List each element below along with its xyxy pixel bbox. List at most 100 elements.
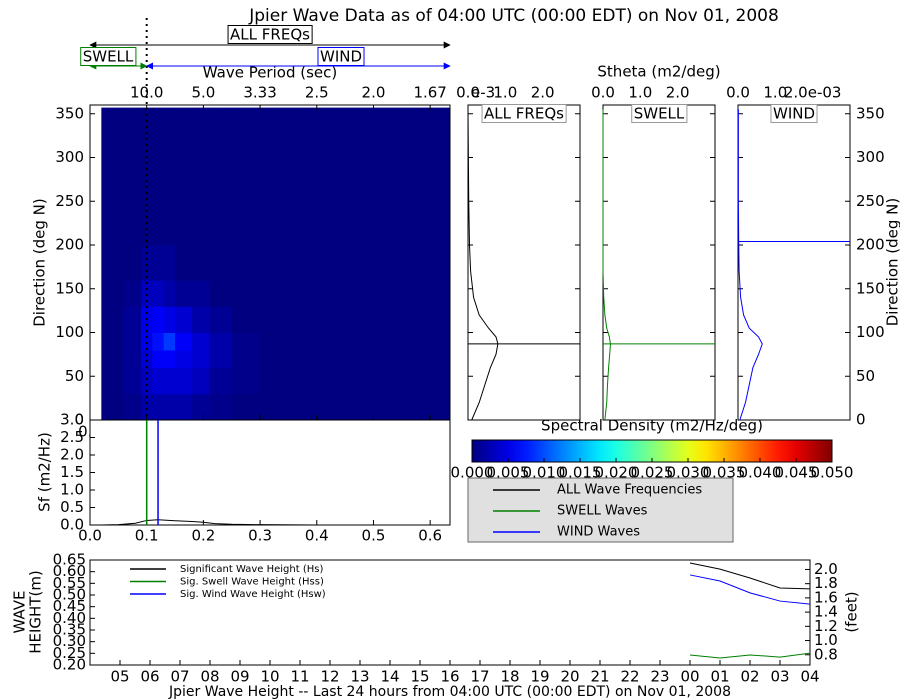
x-tick-label: 13 [350, 668, 369, 686]
y-tick-label: 100 [55, 323, 84, 341]
series-line [689, 562, 811, 590]
colorbar-tick-label: 0.015 [559, 464, 602, 482]
series-line [689, 652, 811, 659]
heatmap-cell [260, 350, 451, 368]
heatmap-cell [101, 350, 125, 368]
heatmap-cell [260, 107, 451, 246]
heatmap-cell [175, 332, 193, 351]
x-tick-label: 23 [650, 668, 669, 686]
x-tick-label: 1.0 [493, 84, 517, 102]
top-x-tick-label: 10.0 [130, 84, 163, 102]
offset-text: e-3 [471, 84, 495, 102]
y2-tick-label: 1.6 [814, 588, 838, 606]
x-tick-label: 1.0 [763, 84, 787, 102]
y-axis-label: Sf (m2/Hz) [36, 432, 54, 512]
heatmap-cell [152, 393, 165, 421]
heatmap-cell [141, 350, 153, 368]
heatmap-cell [141, 367, 153, 395]
x-tick-label: 05 [110, 668, 129, 686]
panel-title-box [481, 104, 567, 123]
heatmap-cell [124, 280, 142, 307]
heatmap-cell [124, 107, 142, 246]
y-axis-label: WAVE [11, 590, 29, 633]
colorbar-tick-label: 0.035 [703, 464, 746, 482]
y-tick-label: 0 [856, 411, 866, 429]
heatmap-cell [260, 306, 451, 333]
x-tick-label: 06 [140, 668, 159, 686]
heatmap-cell [231, 306, 261, 333]
colorbar-tick-label: 0.040 [739, 464, 782, 482]
heatmap-cell [124, 306, 142, 333]
x-tick-label: 04 [800, 668, 819, 686]
panel-title: WIND [773, 105, 815, 123]
heatmap-cell [101, 306, 125, 333]
colorbar-tick-label: 0.010 [523, 464, 566, 482]
heatmap-cell [101, 107, 125, 246]
x-tick-label: 16 [440, 668, 459, 686]
x-tick-label: 0.1 [135, 527, 159, 545]
legend-label: SWELL Waves [557, 504, 648, 519]
heatmap-cell [152, 332, 165, 351]
heatmap-cell [209, 280, 233, 307]
heatmap-cell [124, 367, 142, 395]
y-tick-label: 250 [55, 192, 84, 210]
heatmap-cell [192, 350, 210, 368]
heatmap-cell [175, 393, 193, 421]
heatmap-cell [209, 245, 233, 281]
x-tick-label: 20 [560, 668, 579, 686]
y-tick-label: 0.0 [60, 516, 84, 534]
heatmap-cell [175, 245, 193, 281]
panel-title: ALL FREQs [484, 105, 564, 123]
heatmap-cell [231, 367, 261, 395]
x-tick-label: 0.0 [591, 84, 615, 102]
spectrum-line [90, 519, 448, 526]
heatmap-cell [175, 306, 193, 333]
legend-label: Sig. Wind Wave Height (Hsw) [180, 589, 326, 600]
profile-line [602, 109, 611, 421]
legend-label: Significant Wave Height (Hs) [180, 564, 323, 575]
heatmap-cell [260, 280, 451, 307]
x-tick-label: 0.0 [726, 84, 750, 102]
heatmap-cell [163, 245, 176, 281]
y-tick-label: 0.45 [53, 597, 86, 615]
panel-frame [467, 104, 581, 421]
x-tick-label: 2.0 [531, 84, 555, 102]
heatmap-cell [192, 332, 210, 351]
heatmap-cell [260, 332, 451, 351]
x-tick-label: 03 [770, 668, 789, 686]
top-x-tick-label: 5.0 [191, 84, 215, 102]
x-tick-label: 09 [230, 668, 249, 686]
y-tick-label: 0.25 [53, 644, 86, 662]
y-tick-label: 100 [856, 323, 885, 341]
heatmap-cell [101, 393, 125, 421]
all-freqs-label-box [227, 25, 313, 44]
x-tick-label: 1.0 [628, 84, 652, 102]
x-tick-label: 2.0 [666, 84, 690, 102]
heatmap-cell [163, 332, 176, 351]
heatmap-cell [124, 245, 142, 281]
heatmap-cell [209, 107, 233, 246]
y-tick-label: 0 [74, 411, 84, 429]
y-tick-label: 350 [55, 104, 84, 122]
y-tick-label: 0.5 [60, 498, 84, 516]
y-tick-label: 50 [65, 367, 84, 385]
y-tick-label: 0.20 [53, 656, 86, 674]
x-tick-label: 02 [740, 668, 759, 686]
y2-tick-label: 0.8 [814, 645, 838, 663]
heatmap-cell [192, 245, 210, 281]
colorbar-tick-label: 0.020 [595, 464, 638, 482]
y-tick-label: 50 [856, 367, 875, 385]
x-tick-label: 0.5 [362, 527, 386, 545]
heatmap-cell [141, 393, 153, 421]
y2-tick-label: 2.0 [814, 560, 838, 578]
heatmap-cell [209, 306, 233, 333]
top-axis-label: Stheta (m2/deg) [597, 63, 720, 81]
y-tick-label: 2.0 [60, 446, 84, 464]
y-tick-label: 150 [55, 279, 84, 297]
heatmap-cell [231, 280, 261, 307]
y-tick-label: 200 [55, 236, 84, 254]
y-axis-label: Direction (deg N) [884, 198, 900, 327]
heatmap-cell [231, 332, 261, 351]
y-axis-label: HEIGHT(m) [27, 570, 45, 654]
